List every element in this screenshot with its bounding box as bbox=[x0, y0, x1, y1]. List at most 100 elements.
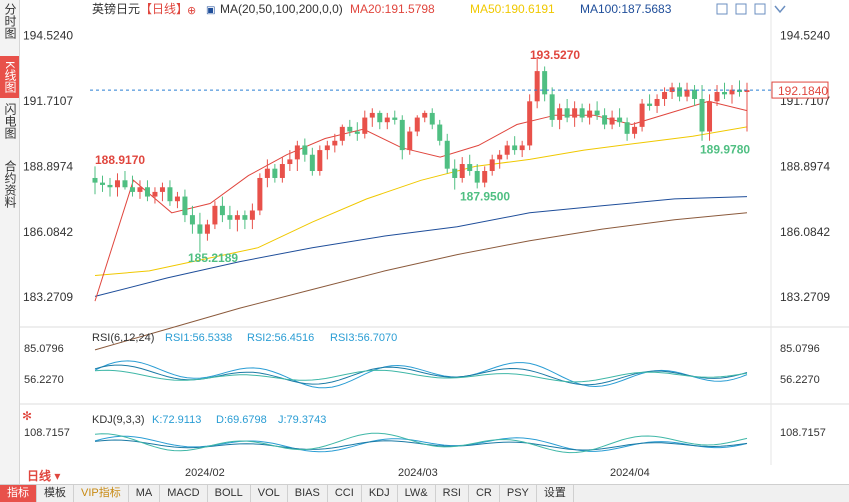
bottom-tab-12[interactable]: CR bbox=[469, 485, 500, 502]
candle-body bbox=[257, 177, 263, 211]
candle-body bbox=[594, 110, 600, 116]
sidebar: 分时图 K线图闪电图合约资料 bbox=[0, 0, 20, 484]
candle-body bbox=[107, 184, 113, 188]
sidebar-tab-2[interactable]: 闪电图 bbox=[3, 103, 17, 139]
rsi1-line bbox=[94, 360, 748, 389]
candle-body bbox=[219, 205, 225, 216]
candle-body bbox=[609, 117, 615, 125]
period-dropdown[interactable]: 日线 ▾ bbox=[27, 467, 95, 483]
expand-icon[interactable] bbox=[716, 3, 728, 15]
candle-body bbox=[452, 168, 458, 178]
candle-body bbox=[737, 89, 743, 93]
annotation-188917: 188.9170 bbox=[95, 153, 145, 167]
candle-body bbox=[167, 187, 173, 202]
candle-body bbox=[152, 191, 158, 197]
bottom-tab-3[interactable]: MA bbox=[129, 485, 161, 502]
candle-body bbox=[474, 171, 480, 183]
price-axis-label: 188.8974 bbox=[23, 159, 73, 173]
current-price-value: 192.1840 bbox=[778, 84, 828, 98]
bottom-tab-8[interactable]: CCI bbox=[328, 485, 362, 502]
candle-body bbox=[399, 119, 405, 151]
candle-body bbox=[557, 108, 563, 120]
bottom-tab-1[interactable]: 模板 bbox=[37, 485, 74, 502]
candle-body bbox=[279, 164, 285, 178]
candle-body bbox=[692, 89, 698, 99]
bottom-tab-10[interactable]: LW& bbox=[398, 485, 436, 502]
rsi3-value: RSI3:56.7070 bbox=[330, 332, 397, 344]
price-axis-label: 194.5240 bbox=[780, 29, 830, 43]
bottom-tab-5[interactable]: BOLL bbox=[208, 485, 251, 502]
shrink-icon[interactable] bbox=[754, 3, 766, 15]
candle-body bbox=[617, 117, 623, 123]
candle-body bbox=[414, 117, 420, 132]
candle-body bbox=[362, 117, 368, 134]
candle-body bbox=[92, 177, 98, 183]
candle-body bbox=[489, 159, 495, 171]
bottom-tab-4[interactable]: MACD bbox=[160, 485, 208, 502]
rsi1-value: RSI1:56.5338 bbox=[165, 332, 232, 344]
candle-body bbox=[497, 154, 503, 160]
candle-body bbox=[264, 168, 270, 178]
sidebar-tab-0[interactable]: 分时图 bbox=[3, 3, 17, 39]
candle-body bbox=[639, 103, 645, 127]
bottom-tab-9[interactable]: KDJ bbox=[362, 485, 398, 502]
settings-gear-icon[interactable]: ⊕ bbox=[187, 5, 196, 17]
candle-body bbox=[354, 131, 360, 134]
candle-body bbox=[242, 215, 248, 220]
rsi2-value: RSI2:56.4516 bbox=[247, 332, 314, 344]
bottom-tab-2[interactable]: VIP指标 bbox=[74, 485, 129, 502]
bottom-tab-7[interactable]: BIAS bbox=[288, 485, 328, 502]
rsi2-line bbox=[94, 364, 748, 386]
low-annotation: 185.2189 bbox=[188, 251, 238, 265]
split-icon[interactable] bbox=[735, 3, 747, 15]
candle-body bbox=[174, 196, 180, 202]
kdj-settings-icon[interactable]: ✻ bbox=[22, 409, 32, 423]
candle-body bbox=[309, 154, 315, 171]
price-axis-label: 186.0842 bbox=[780, 225, 830, 239]
candle-body bbox=[182, 196, 188, 216]
candle-body bbox=[392, 117, 398, 120]
price-axis-label: 194.5240 bbox=[23, 29, 73, 43]
bottom-tab-14[interactable]: 设置 bbox=[537, 485, 574, 502]
symbol-label: 英镑日元 bbox=[92, 1, 140, 16]
candle-body bbox=[339, 126, 345, 141]
date-label-mar: 2024/03 bbox=[398, 467, 438, 479]
candle-body bbox=[572, 108, 578, 118]
price-axis-label: 183.2709 bbox=[23, 290, 73, 304]
bottom-tab-13[interactable]: PSY bbox=[500, 485, 537, 502]
bottom-tab-11[interactable]: RSI bbox=[436, 485, 469, 502]
kdj-j-line bbox=[94, 432, 748, 454]
candle-body bbox=[684, 89, 690, 97]
rsi-axis-mid: 56.2270 bbox=[24, 374, 64, 386]
candle-body bbox=[159, 187, 165, 192]
ma100-value: MA100:187.5683 bbox=[580, 2, 672, 16]
sidebar-tab-3[interactable]: 合约资料 bbox=[3, 160, 17, 208]
kline-chart-svg[interactable]: 英镑日元 【日线】 ⊕ ▣ MA(20,50,100,200,0,0) MA20… bbox=[20, 0, 849, 484]
candle-body bbox=[564, 108, 570, 118]
rsi-axis-mid-right: 56.2270 bbox=[780, 374, 820, 386]
price-axis-label: 183.2709 bbox=[780, 290, 830, 304]
annotation-187950: 187.9500 bbox=[460, 189, 510, 203]
bottom-tab-0[interactable]: 指标 bbox=[0, 485, 37, 502]
chart-area[interactable]: 英镑日元 【日线】 ⊕ ▣ MA(20,50,100,200,0,0) MA20… bbox=[20, 0, 849, 484]
candle-body bbox=[722, 92, 728, 95]
date-label-apr: 2024/04 bbox=[610, 467, 650, 479]
candle-body bbox=[527, 101, 533, 146]
candle-body bbox=[287, 159, 293, 165]
kdj-d-value: D:69.6798 bbox=[216, 414, 267, 426]
chevron-down-icon[interactable] bbox=[774, 5, 786, 14]
ma-toggle-icon[interactable]: ▣ bbox=[206, 5, 215, 16]
rsi-axis-high-right: 85.0796 bbox=[780, 343, 820, 355]
sidebar-tab-1[interactable]: K线图 bbox=[0, 56, 19, 98]
candle-body bbox=[542, 71, 548, 95]
candle-body bbox=[114, 180, 120, 188]
bottom-tab-6[interactable]: VOL bbox=[251, 485, 288, 502]
candle-body bbox=[707, 101, 713, 132]
rsi3-line bbox=[94, 369, 748, 383]
ma50-line bbox=[94, 126, 748, 276]
rsi-axis-high: 85.0796 bbox=[24, 343, 64, 355]
candle-body bbox=[122, 180, 128, 188]
ma20-value: MA20:191.5798 bbox=[350, 2, 435, 16]
candle-body bbox=[377, 112, 383, 123]
